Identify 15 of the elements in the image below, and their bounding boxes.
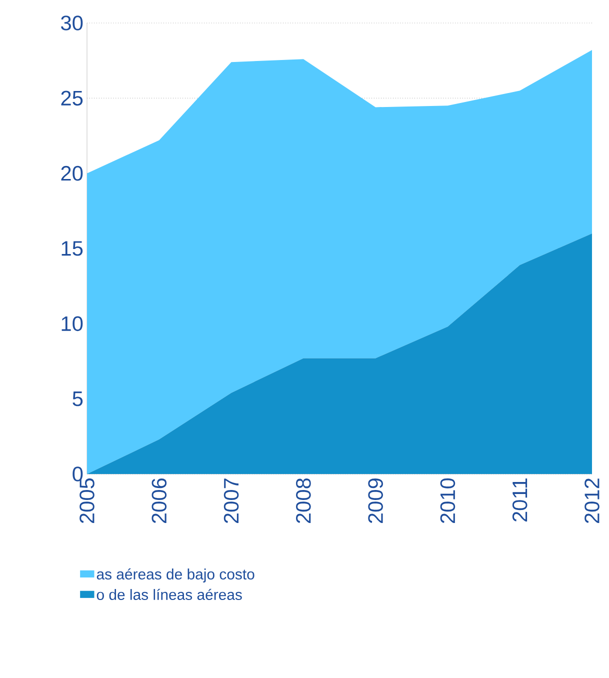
legend-label: as aéreas de bajo costo [96,568,254,582]
y-tick-label: 15 [62,241,83,256]
x-tick-label: 2008 [296,478,311,524]
y-tick-label: 10 [62,316,83,332]
x-tick-label: 2012 [584,478,600,524]
y-tick-label: 30 [61,16,83,30]
x-tick-label: 2009 [368,478,383,524]
y-tick-label: 25 [61,90,83,106]
x-tick-label: 2010 [440,478,456,524]
x-tick-label: 2006 [152,478,167,524]
legend-label: o de las líneas aéreas [96,588,242,600]
y-tick-label: 20 [61,166,83,181]
x-tick-label: 2007 [224,478,239,524]
y-tick-label: 5 [72,392,83,406]
x-tick-label: 2011 [512,478,528,522]
